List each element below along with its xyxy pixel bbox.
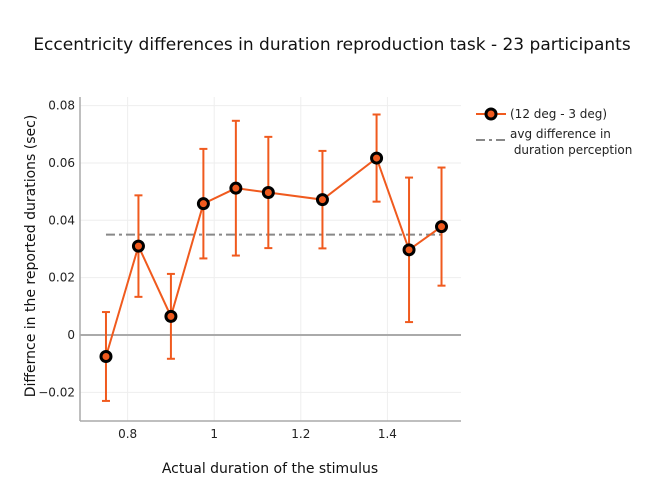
x-tick-label: 0.8 [118, 427, 137, 441]
plot-area [99, 113, 449, 402]
x-tick-label: 1 [210, 427, 218, 441]
data-point [435, 220, 449, 234]
data-point [131, 239, 145, 253]
data-point [99, 349, 113, 363]
data-point [315, 193, 329, 207]
axes [79, 97, 461, 422]
data-point [402, 243, 416, 257]
data-point [229, 181, 243, 195]
data-point [196, 197, 210, 211]
x-tick-label: 1.2 [291, 427, 310, 441]
data-point [164, 309, 178, 323]
y-tick-label: 0.02 [48, 271, 75, 285]
legend-series-marker [484, 107, 498, 121]
y-tick-label: 0 [67, 328, 75, 342]
x-axis-title: Actual duration of the stimulus [162, 461, 378, 477]
y-tick-label: 0.06 [48, 156, 75, 170]
y-tick-label: 0.08 [48, 99, 75, 113]
y-axis-title: Differnce in the reported durations (sec… [23, 115, 39, 398]
y-tick-label: 0.04 [48, 213, 75, 227]
data-point [261, 185, 275, 199]
grid-lines [80, 97, 461, 421]
data-point [370, 151, 384, 165]
legend-average-label: avg difference in duration perception [510, 127, 632, 157]
y-tick-label: −0.02 [38, 385, 75, 399]
series-line [105, 156, 443, 357]
tick-labels: −0.02 0 0.02 0.04 0.06 0.08 0.8 1 1.2 1.4 [38, 99, 397, 441]
x-tick-label: 1.4 [378, 427, 397, 441]
legend[interactable]: (12 deg - 3 deg) avg difference in durati… [476, 107, 632, 157]
legend-series-label: (12 deg - 3 deg) [510, 107, 607, 121]
chart-title: Eccentricity differences in duration rep… [33, 35, 631, 55]
